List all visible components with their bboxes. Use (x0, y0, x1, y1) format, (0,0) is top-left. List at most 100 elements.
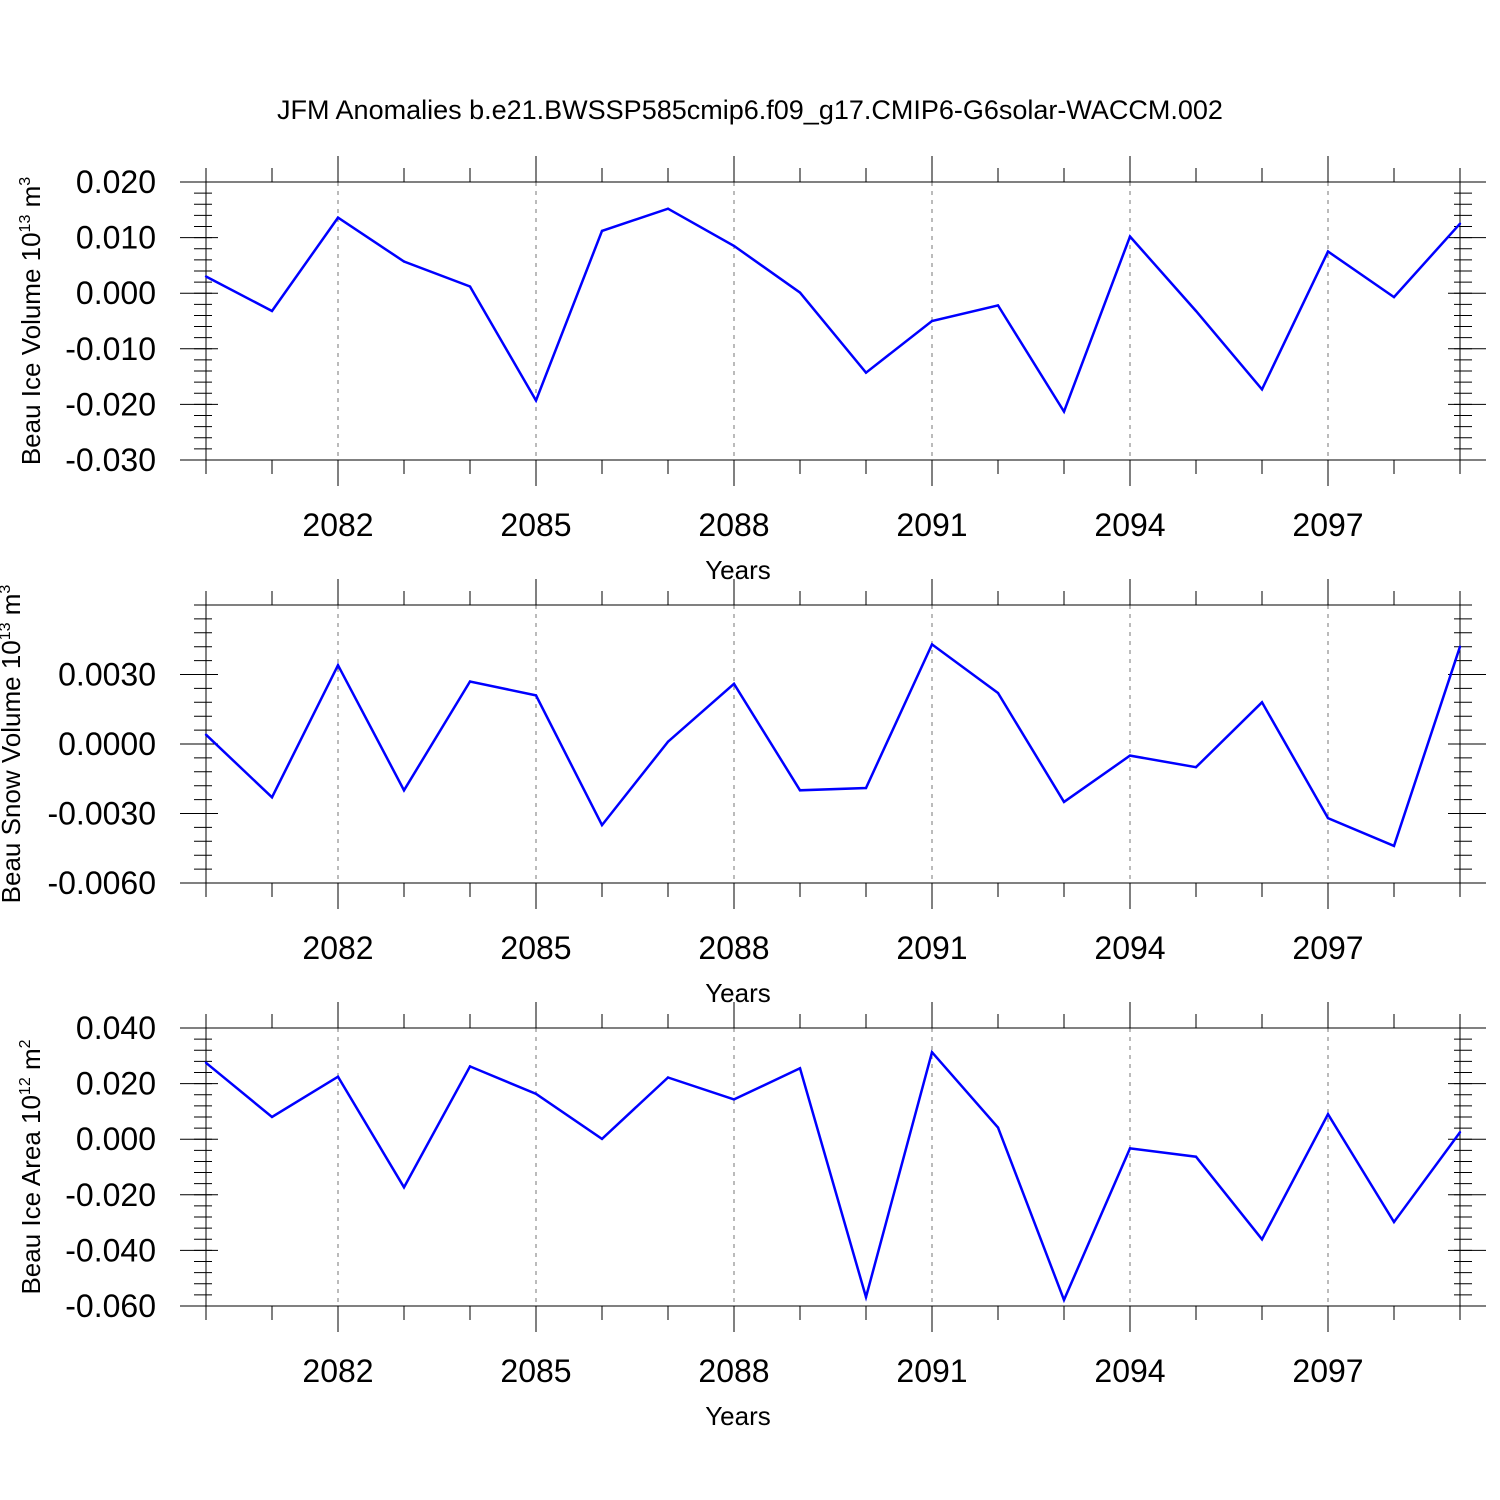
x-tick-label: 2085 (500, 1353, 571, 1389)
data-point (1260, 388, 1264, 391)
figure-title: JFM Anomalies b.e21.BWSSP585cmip6.f09_g1… (277, 95, 1223, 125)
data-point (1260, 1238, 1264, 1241)
y-axis-title: Beau Snow Volume 1013 m3 (0, 585, 26, 904)
y-tick-label: 0.010 (76, 220, 156, 256)
data-point (1062, 800, 1066, 804)
data-point (534, 1092, 538, 1096)
y-tick-label: -0.020 (65, 386, 156, 422)
data-point (270, 796, 274, 799)
series-line (205, 207, 1461, 415)
y-axis-title: Beau Ice Area 1012 m2 (16, 1039, 46, 1294)
data-point (1458, 645, 1462, 648)
data-point (1326, 816, 1330, 820)
x-axis-title: Years (705, 978, 771, 1008)
x-tick-label: 2082 (302, 1353, 373, 1389)
data-point (1458, 222, 1462, 225)
y-tick-label: -0.030 (65, 442, 156, 478)
data-point (1128, 235, 1132, 238)
y-axis-title: Beau Ice Volume 1013 m3 (16, 177, 46, 465)
data-point (1194, 309, 1198, 313)
data-point (930, 1050, 934, 1054)
data-point (798, 789, 802, 792)
panel-2: 0.0030 0.0000 -0.0030 -0.0060 2082 2085 2088 20… (0, 579, 1486, 1008)
data-point (468, 680, 472, 683)
x-tick-label: 2082 (302, 930, 373, 966)
data-point (270, 309, 274, 313)
data-point (732, 244, 736, 248)
data-point (666, 207, 670, 210)
data-point (1392, 1220, 1396, 1224)
panel-1: 0.020 0.010 0.000 -0.010 -0.020 -0.030 2082 208… (16, 156, 1486, 585)
data-point (798, 1067, 802, 1070)
data-point (996, 304, 1000, 307)
data-point (1326, 1112, 1330, 1116)
y-tick-label: -0.040 (65, 1232, 156, 1268)
data-point (996, 1126, 1000, 1129)
data-point (1128, 754, 1132, 757)
x-tick-label: 2097 (1292, 1353, 1363, 1389)
data-point (1260, 701, 1264, 704)
data-point (1458, 1131, 1462, 1134)
y-tick-label: -0.060 (65, 1288, 156, 1324)
data-point (336, 664, 340, 667)
data-point (468, 285, 472, 288)
y-tick-label: 0.000 (76, 275, 156, 311)
data-point (534, 694, 538, 697)
plot-frame (205, 604, 1461, 884)
data-point (798, 291, 802, 294)
x-tick-label: 2085 (500, 507, 571, 543)
data-point (600, 1137, 604, 1141)
x-tick-label: 2097 (1292, 507, 1363, 543)
data-point (732, 1098, 736, 1101)
y-tick-label: -0.0030 (47, 796, 156, 832)
y-tick-label: 0.020 (76, 1066, 156, 1102)
x-tick-label: 2094 (1094, 930, 1165, 966)
x-tick-label: 2097 (1292, 930, 1363, 966)
data-point (1326, 250, 1330, 253)
data-point (1194, 765, 1198, 769)
data-point (732, 682, 736, 685)
x-tick-label: 2088 (698, 930, 769, 966)
data-point (336, 216, 340, 219)
y-tick-label: -0.020 (65, 1177, 156, 1213)
x-tick-label: 2091 (896, 930, 967, 966)
x-tick-label: 2085 (500, 930, 571, 966)
y-tick-label: 0.000 (76, 1121, 156, 1157)
plot-frame (205, 181, 1461, 461)
data-point (336, 1075, 340, 1078)
data-point (204, 275, 208, 278)
data-point (600, 229, 604, 233)
y-tick-label: 0.020 (76, 164, 156, 200)
data-point (864, 786, 868, 790)
data-point (1392, 295, 1396, 299)
panels: 0.020 0.010 0.000 -0.010 -0.020 -0.030 2082 208… (0, 156, 1486, 1431)
data-point (1392, 844, 1396, 848)
y-tick-label: -0.010 (65, 331, 156, 367)
y-tick-label: 0.040 (76, 1010, 156, 1046)
data-point (864, 1295, 868, 1299)
x-tick-label: 2091 (896, 507, 967, 543)
x-tick-label: 2091 (896, 1353, 967, 1389)
x-tick-label: 2082 (302, 507, 373, 543)
data-point (402, 1186, 406, 1189)
x-axis-title: Years (705, 555, 771, 585)
x-tick-label: 2088 (698, 507, 769, 543)
data-point (402, 789, 406, 792)
data-point (270, 1115, 274, 1119)
data-point (930, 643, 934, 646)
data-point (1062, 410, 1066, 413)
x-tick-label: 2088 (698, 1353, 769, 1389)
plot-frame (205, 1027, 1461, 1307)
series-line (205, 1049, 1462, 1304)
x-tick-label: 2094 (1094, 507, 1165, 543)
y-tick-label: -0.0060 (47, 865, 156, 901)
data-point (930, 319, 934, 323)
data-point (468, 1065, 472, 1068)
x-axis-title: Years (705, 1401, 771, 1431)
data-point (666, 740, 670, 743)
y-tick-label: 0.0000 (58, 726, 156, 762)
data-point (1128, 1147, 1132, 1150)
series-line (205, 642, 1462, 848)
data-point (996, 691, 1000, 695)
